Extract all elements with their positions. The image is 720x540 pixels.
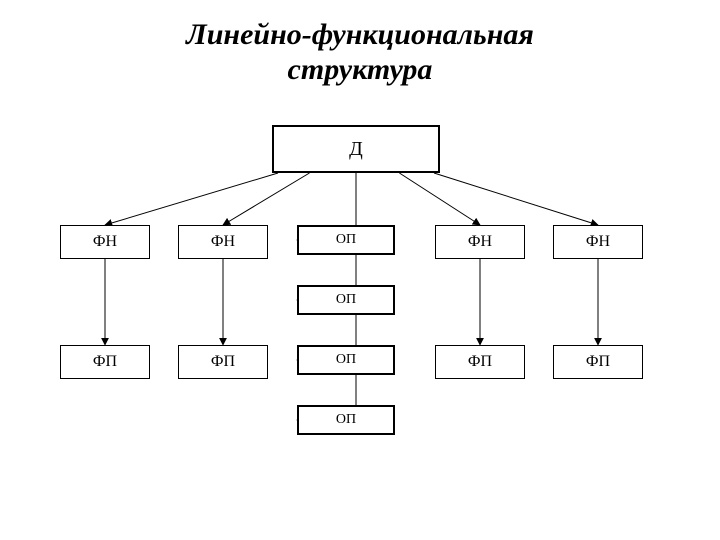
fn-node: ФН	[553, 225, 643, 259]
fp-node: ФП	[553, 345, 643, 379]
org-chart-diagram: Д ФН ФН ФН ФН ФП ФП ФП ФП ОП ОП ОП ОП	[0, 87, 720, 517]
fn-node: ФН	[60, 225, 150, 259]
fn-node: ФН	[435, 225, 525, 259]
op-node: ОП	[297, 405, 395, 435]
fp-node: ФП	[178, 345, 268, 379]
fn-node: ФН	[178, 225, 268, 259]
op-node: ОП	[297, 285, 395, 315]
title-line-2: структура	[288, 53, 433, 86]
diagram-title: Линейно-функциональная структура	[0, 0, 720, 87]
op-node: ОП	[297, 345, 395, 375]
root-node: Д	[272, 125, 440, 173]
fp-node: ФП	[60, 345, 150, 379]
op-node: ОП	[297, 225, 395, 255]
fp-node: ФП	[435, 345, 525, 379]
title-line-1: Линейно-функциональная	[186, 18, 534, 51]
